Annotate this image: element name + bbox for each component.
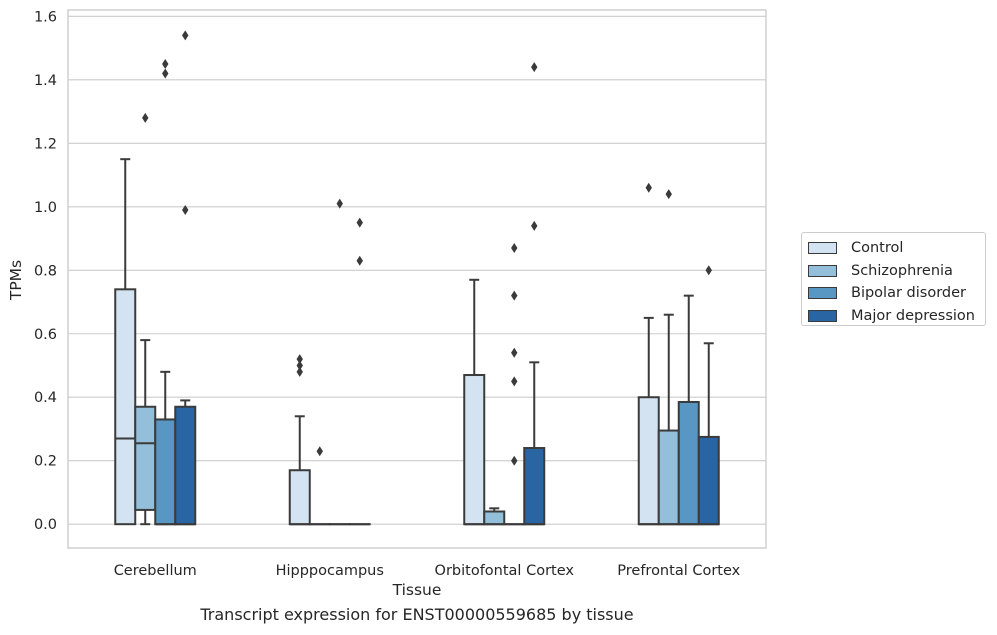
y-tick-label: 1.4 (34, 73, 57, 89)
legend-item: Bipolar disorder (808, 282, 979, 305)
legend: Control Schizophrenia Bipolar disorder Majo… (801, 232, 986, 326)
outlier-point (511, 455, 518, 466)
box-0-0 (114, 158, 137, 526)
outlier-point (316, 446, 323, 457)
figure-caption: Transcript expression for ENST0000055968… (200, 605, 634, 624)
outlier-point (162, 68, 169, 79)
outlier-point (162, 58, 169, 69)
outlier-point (296, 366, 303, 377)
outlier-point (182, 30, 189, 41)
y-axis-title: TPMs (7, 260, 25, 301)
y-tick-labels: 0.0 0.2 0.4 0.6 0.8 1.0 1.2 1.4 1.6 (34, 9, 57, 533)
outlier-point (336, 198, 343, 209)
x-axis-title: Tissue (392, 581, 442, 599)
outlier-point (511, 243, 518, 254)
outlier-point (182, 204, 189, 215)
outlier-point (531, 220, 538, 231)
y-tick-label: 0.6 (34, 327, 57, 343)
y-tick-label: 1.6 (34, 9, 57, 25)
outlier-point (705, 265, 712, 276)
box-1-3 (657, 189, 680, 526)
x-tick-label: Prefrontal Cortex (617, 563, 740, 579)
box-iqr (174, 405, 197, 526)
outlier-point (645, 182, 652, 193)
y-tick-label: 0.2 (34, 454, 57, 470)
box-0-2 (463, 278, 486, 526)
box-3-2 (523, 62, 546, 526)
outlier-point (511, 290, 518, 301)
y-tick-label: 0.8 (34, 263, 57, 279)
plot-frame (67, 9, 767, 549)
boxes-layer (114, 30, 720, 526)
box-iqr (114, 288, 137, 526)
box-2-2 (503, 243, 526, 526)
box-2-0 (154, 58, 177, 526)
outlier-point (511, 347, 518, 358)
outlier-point (356, 255, 363, 266)
y-tick-label: 1.0 (34, 200, 57, 216)
box-2-3 (677, 294, 700, 526)
y-tick-label: 0.4 (34, 390, 57, 406)
box-iqr (697, 435, 720, 526)
y-tick-label: 0.0 (34, 517, 57, 533)
box-iqr (637, 396, 660, 526)
box-iqr (134, 405, 157, 511)
box-0-1 (288, 354, 311, 526)
x-tick-label: Orbitofontal Cortex (435, 563, 575, 579)
legend-item: Major depression (808, 305, 979, 328)
legend-swatch (808, 264, 837, 277)
outlier-point (665, 189, 672, 200)
legend-label: Control (851, 240, 904, 257)
box-iqr (483, 510, 506, 526)
box-iqr (288, 469, 311, 526)
box-iqr (677, 400, 700, 526)
outlier-point (142, 112, 149, 123)
x-tick-label: Hipppocampus (276, 563, 384, 579)
legend-swatch (808, 242, 837, 255)
box-iqr (657, 429, 680, 526)
box-3-3 (697, 265, 720, 526)
box-iqr (463, 374, 486, 526)
legend-item: Schizophrenia (808, 260, 979, 283)
outlier-point (296, 354, 303, 365)
box-3-0 (174, 30, 197, 526)
box-0-3 (637, 182, 660, 526)
box-1-2 (483, 507, 506, 526)
legend-label: Major depression (851, 307, 975, 324)
legend-item: Control (808, 237, 979, 260)
outlier-point (356, 217, 363, 228)
box-iqr (523, 447, 546, 526)
y-tick-label: 1.2 (34, 136, 57, 152)
outlier-point (511, 376, 518, 387)
outlier-point (296, 360, 303, 371)
legend-label: Bipolar disorder (851, 285, 966, 302)
outlier-point (531, 62, 538, 73)
legend-swatch (808, 309, 837, 322)
legend-swatch (808, 287, 837, 300)
box-2-1 (328, 198, 351, 526)
legend-label: Schizophrenia (851, 262, 953, 279)
box-1-0 (134, 112, 157, 526)
plot-border (67, 9, 767, 549)
box-3-1 (348, 217, 371, 526)
box-iqr (154, 418, 177, 526)
box-1-1 (308, 446, 331, 526)
x-tick-labels: Cerebellum Hipppocampus Orbitofontal Corte… (114, 563, 741, 579)
x-tick-label: Cerebellum (114, 563, 197, 579)
